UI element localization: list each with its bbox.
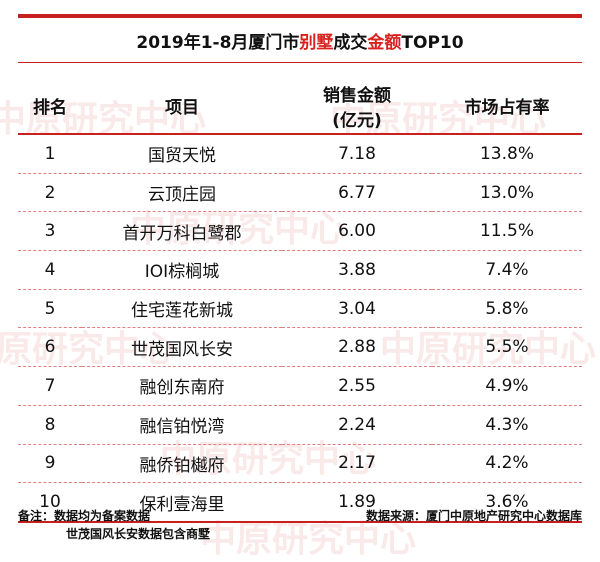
table-row: 6 世茂国风长安 2.88 5.5% bbox=[18, 327, 582, 368]
cell-share: 4.9% bbox=[432, 366, 582, 406]
cell-project: 住宅莲花新城 bbox=[82, 289, 282, 329]
cell-amount: 2.24 bbox=[282, 405, 432, 445]
data-source: 数据来源：厦门中原地产研究中心数据库 bbox=[365, 509, 582, 523]
title-part-amount: 金额 bbox=[367, 33, 402, 53]
cell-project: 世茂国风长安 bbox=[82, 327, 282, 368]
note-line-1: 备注：数据均为备案数据 bbox=[18, 509, 151, 523]
cell-share: 4.3% bbox=[432, 405, 582, 445]
cell-rank: 2 bbox=[18, 173, 82, 213]
cell-share: 5.5% bbox=[432, 327, 582, 368]
cell-share: 13.8% bbox=[432, 134, 582, 174]
cell-rank: 4 bbox=[18, 250, 82, 290]
ranking-table: 排名 项目 销售金额 (亿元) 市场占有率 1 国贸天悦 7.18 13.8% 2 云顶庄… bbox=[18, 78, 582, 523]
header-amount-line1: 销售金额 bbox=[323, 85, 391, 106]
table-row: 9 融侨铂樾府 2.17 4.2% bbox=[18, 444, 582, 484]
table-row: 8 融信铂悦湾 2.24 4.3% bbox=[18, 405, 582, 445]
cell-project: 首开万科白鹭郡 bbox=[82, 211, 282, 252]
cell-amount: 3.04 bbox=[282, 289, 432, 329]
title-part-top: TOP10 bbox=[401, 33, 464, 53]
header-amount-line2: (亿元) bbox=[332, 110, 382, 131]
table-row: 10 保利壹海里 1.89 3.6% bbox=[18, 482, 582, 523]
header-amount: 销售金额 (亿元) bbox=[282, 78, 432, 135]
page-title: 2019年1-8月厦门市别墅成交金额TOP10 bbox=[18, 28, 582, 53]
cell-amount: 2.88 bbox=[282, 327, 432, 368]
cell-project: 国贸天悦 bbox=[82, 134, 282, 174]
cell-project: 云顶庄园 bbox=[82, 173, 282, 213]
cell-share: 3.6% bbox=[432, 482, 582, 523]
table-row: 3 首开万科白鹭郡 6.00 11.5% bbox=[18, 211, 582, 252]
cell-amount: 2.17 bbox=[282, 444, 432, 484]
cell-project: 融信铂悦湾 bbox=[82, 405, 282, 445]
note-line-2: 世茂国风长安数据包含商墅 bbox=[66, 527, 211, 541]
cell-amount: 6.00 bbox=[282, 211, 432, 252]
cell-amount: 3.88 bbox=[282, 250, 432, 290]
table-row: 7 融创东南府 2.55 4.9% bbox=[18, 366, 582, 406]
cell-share: 11.5% bbox=[432, 211, 582, 252]
title-part-villa: 别墅 bbox=[299, 33, 334, 53]
cell-rank: 3 bbox=[18, 211, 82, 252]
table-row: 1 国贸天悦 7.18 13.8% bbox=[18, 134, 582, 174]
table-row: 5 住宅莲花新城 3.04 5.8% bbox=[18, 289, 582, 329]
header-share: 市场占有率 bbox=[432, 78, 582, 135]
cell-share: 13.0% bbox=[432, 173, 582, 213]
top-red-bar bbox=[18, 14, 582, 18]
cell-project: 融侨铂樾府 bbox=[82, 444, 282, 484]
title-part-year: 2019年1-8月厦门市 bbox=[136, 33, 300, 53]
cell-rank: 8 bbox=[18, 405, 82, 445]
cell-rank: 6 bbox=[18, 327, 82, 368]
cell-project: 融创东南府 bbox=[82, 366, 282, 406]
cell-share: 5.8% bbox=[432, 289, 582, 329]
cell-rank: 5 bbox=[18, 289, 82, 329]
cell-amount: 2.55 bbox=[282, 366, 432, 406]
cell-share: 4.2% bbox=[432, 444, 582, 484]
title-divider bbox=[18, 62, 582, 63]
footer-notes: 备注：数据均为备案数据 世茂国风长安数据包含商墅 bbox=[18, 507, 210, 543]
cell-share: 7.4% bbox=[432, 250, 582, 290]
cell-rank: 9 bbox=[18, 444, 82, 484]
header-rank: 排名 bbox=[18, 78, 82, 135]
table-row: 2 云顶庄园 6.77 13.0% bbox=[18, 173, 582, 213]
header-project: 项目 bbox=[82, 78, 282, 135]
cell-amount: 6.77 bbox=[282, 173, 432, 213]
cell-project: IOI棕榈城 bbox=[82, 250, 282, 290]
cell-rank: 1 bbox=[18, 134, 82, 174]
table-row: 4 IOI棕榈城 3.88 7.4% bbox=[18, 250, 582, 290]
cell-rank: 10 bbox=[18, 482, 82, 523]
cell-amount: 1.89 bbox=[282, 482, 432, 523]
cell-project: 保利壹海里 bbox=[82, 482, 282, 523]
table-header-row: 排名 项目 销售金额 (亿元) 市场占有率 bbox=[18, 78, 582, 135]
cell-rank: 7 bbox=[18, 366, 82, 406]
cell-amount: 7.18 bbox=[282, 134, 432, 174]
title-part-deal: 成交 bbox=[333, 33, 368, 53]
